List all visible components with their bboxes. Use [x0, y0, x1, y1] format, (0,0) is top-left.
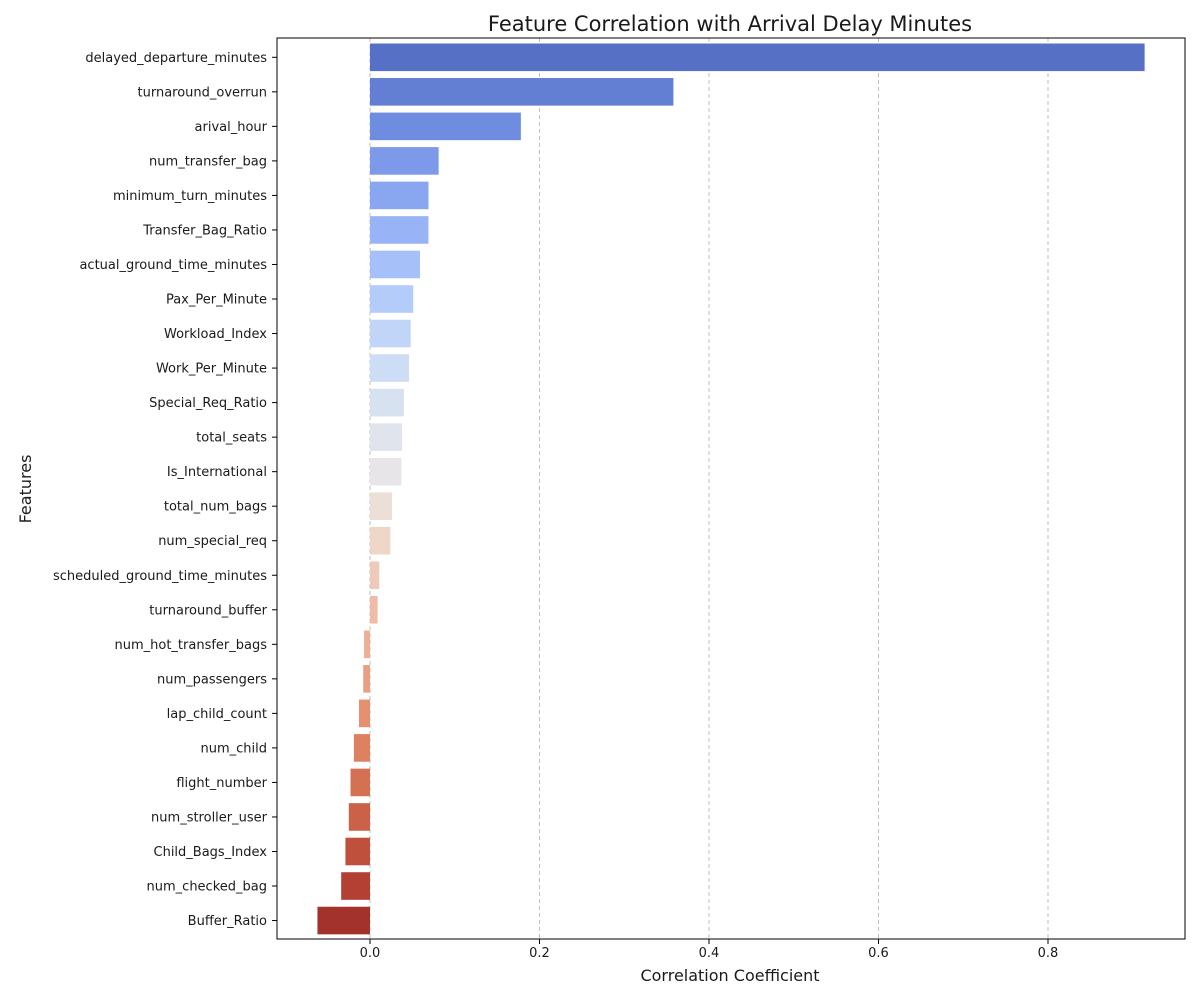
category-label: num_special_req [158, 534, 267, 549]
bar [317, 906, 370, 935]
category-label: Child_Bags_Index [154, 845, 268, 860]
x-tick-label: 0.8 [1038, 946, 1059, 961]
x-axis-ticks: 0.0 0.2 0.4 0.6 0.8 [360, 939, 1059, 961]
bar [370, 561, 380, 590]
bar [363, 665, 370, 693]
category-label: Transfer_Bag_Ratio [142, 223, 267, 238]
x-tick-label: 0.4 [699, 946, 720, 961]
bar [370, 78, 674, 106]
category-label: Special_Req_Ratio [149, 396, 267, 411]
category-label: flight_number [176, 776, 267, 791]
bar [370, 526, 391, 555]
category-labels: delayed_departure_minutes turnaround_over… [53, 51, 277, 929]
bar [370, 595, 378, 624]
category-label: arival_hour [195, 120, 268, 135]
bar [370, 285, 414, 313]
category-label: Work_Per_Minute [156, 362, 267, 377]
x-tick-label: 0.0 [360, 946, 381, 961]
x-tick-label: 0.2 [529, 946, 550, 961]
chart-title: Feature Correlation with Arrival Delay M… [488, 12, 972, 36]
category-label: num_stroller_user [151, 810, 268, 825]
bar [364, 630, 370, 659]
category-label: num_hot_transfer_bags [114, 638, 267, 653]
bar [370, 147, 439, 175]
bar [350, 768, 370, 797]
bar [370, 492, 393, 520]
bar [370, 388, 404, 417]
bar [358, 699, 370, 728]
bar [370, 319, 411, 348]
category-label: total_seats [196, 431, 267, 446]
category-label: num_child [200, 741, 267, 756]
category-label: num_checked_bag [147, 880, 267, 895]
bar [370, 181, 429, 210]
category-label: Workload_Index [164, 327, 267, 342]
bar [353, 734, 370, 762]
bar [345, 837, 370, 866]
plot-frame [276, 37, 1186, 940]
category-label: delayed_departure_minutes [85, 51, 267, 66]
category-label: scheduled_ground_time_minutes [53, 569, 267, 584]
bars [317, 43, 1145, 935]
category-label: turnaround_buffer [149, 603, 267, 618]
category-label: Buffer_Ratio [188, 914, 267, 929]
category-label: Is_International [167, 465, 267, 480]
bar [341, 872, 370, 900]
category-label: minimum_turn_minutes [113, 189, 267, 204]
bar [370, 43, 1145, 72]
bar [370, 112, 521, 141]
bar [370, 423, 403, 451]
bar [370, 457, 402, 486]
y-axis-label: Features [16, 455, 35, 524]
category-label: num_passengers [157, 672, 267, 687]
category-label: lap_child_count [167, 707, 267, 722]
category-label: Pax_Per_Minute [166, 293, 267, 308]
x-axis-label: Correlation Coefficient [640, 966, 819, 985]
bar [348, 803, 370, 831]
bar [370, 250, 421, 279]
bar [370, 216, 429, 244]
category-label: turnaround_overrun [138, 85, 268, 100]
category-label: num_transfer_bag [149, 154, 267, 169]
bar [370, 354, 409, 382]
category-label: total_num_bags [164, 500, 267, 515]
x-tick-label: 0.6 [868, 946, 889, 961]
category-label: actual_ground_time_minutes [79, 258, 267, 273]
